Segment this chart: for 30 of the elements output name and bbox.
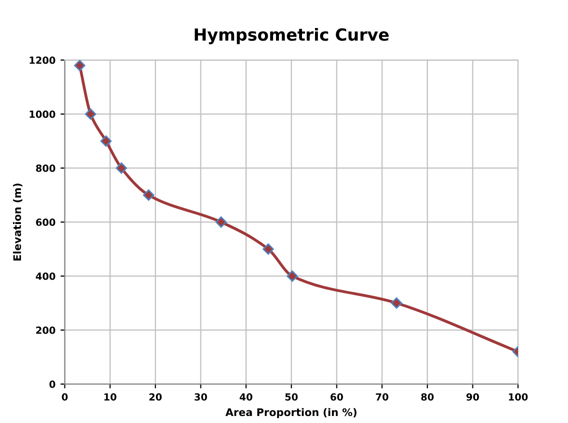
x-tick-label: 50 <box>285 393 298 401</box>
x-tick-label: 0 <box>62 393 68 401</box>
y-tick-label: 1200 <box>30 56 56 64</box>
point <box>143 189 154 201</box>
x-tick-label: 70 <box>376 393 388 401</box>
x-tick-label: 40 <box>240 393 252 401</box>
x-tick-label: 100 <box>508 393 528 401</box>
point <box>286 270 298 282</box>
point <box>116 162 128 174</box>
point <box>100 135 112 147</box>
y-tick-label: 0 <box>49 380 56 388</box>
point <box>74 60 86 72</box>
x-axis-title: Area Proportion (in %) <box>225 408 356 418</box>
y-tick-label: 200 <box>36 326 56 334</box>
x-tick-label: 20 <box>149 393 162 401</box>
x-tick-label: 80 <box>421 393 434 401</box>
chart-title: Hympsometric Curve <box>194 28 389 44</box>
y-tick-label: 800 <box>36 164 56 172</box>
point <box>262 243 274 255</box>
x-tick-label: 30 <box>194 393 208 401</box>
y-tick-label: 1000 <box>30 110 56 118</box>
y-tick-label: 600 <box>36 218 56 226</box>
x-tick-label: 90 <box>466 393 479 401</box>
point <box>84 108 96 120</box>
x-tick-label: 10 <box>104 393 116 401</box>
y-tick-label: 400 <box>36 272 56 280</box>
y-axis-title: Elevation (m) <box>13 184 22 260</box>
point <box>390 297 402 309</box>
point <box>216 216 227 228</box>
x-tick-label: 60 <box>330 393 344 401</box>
